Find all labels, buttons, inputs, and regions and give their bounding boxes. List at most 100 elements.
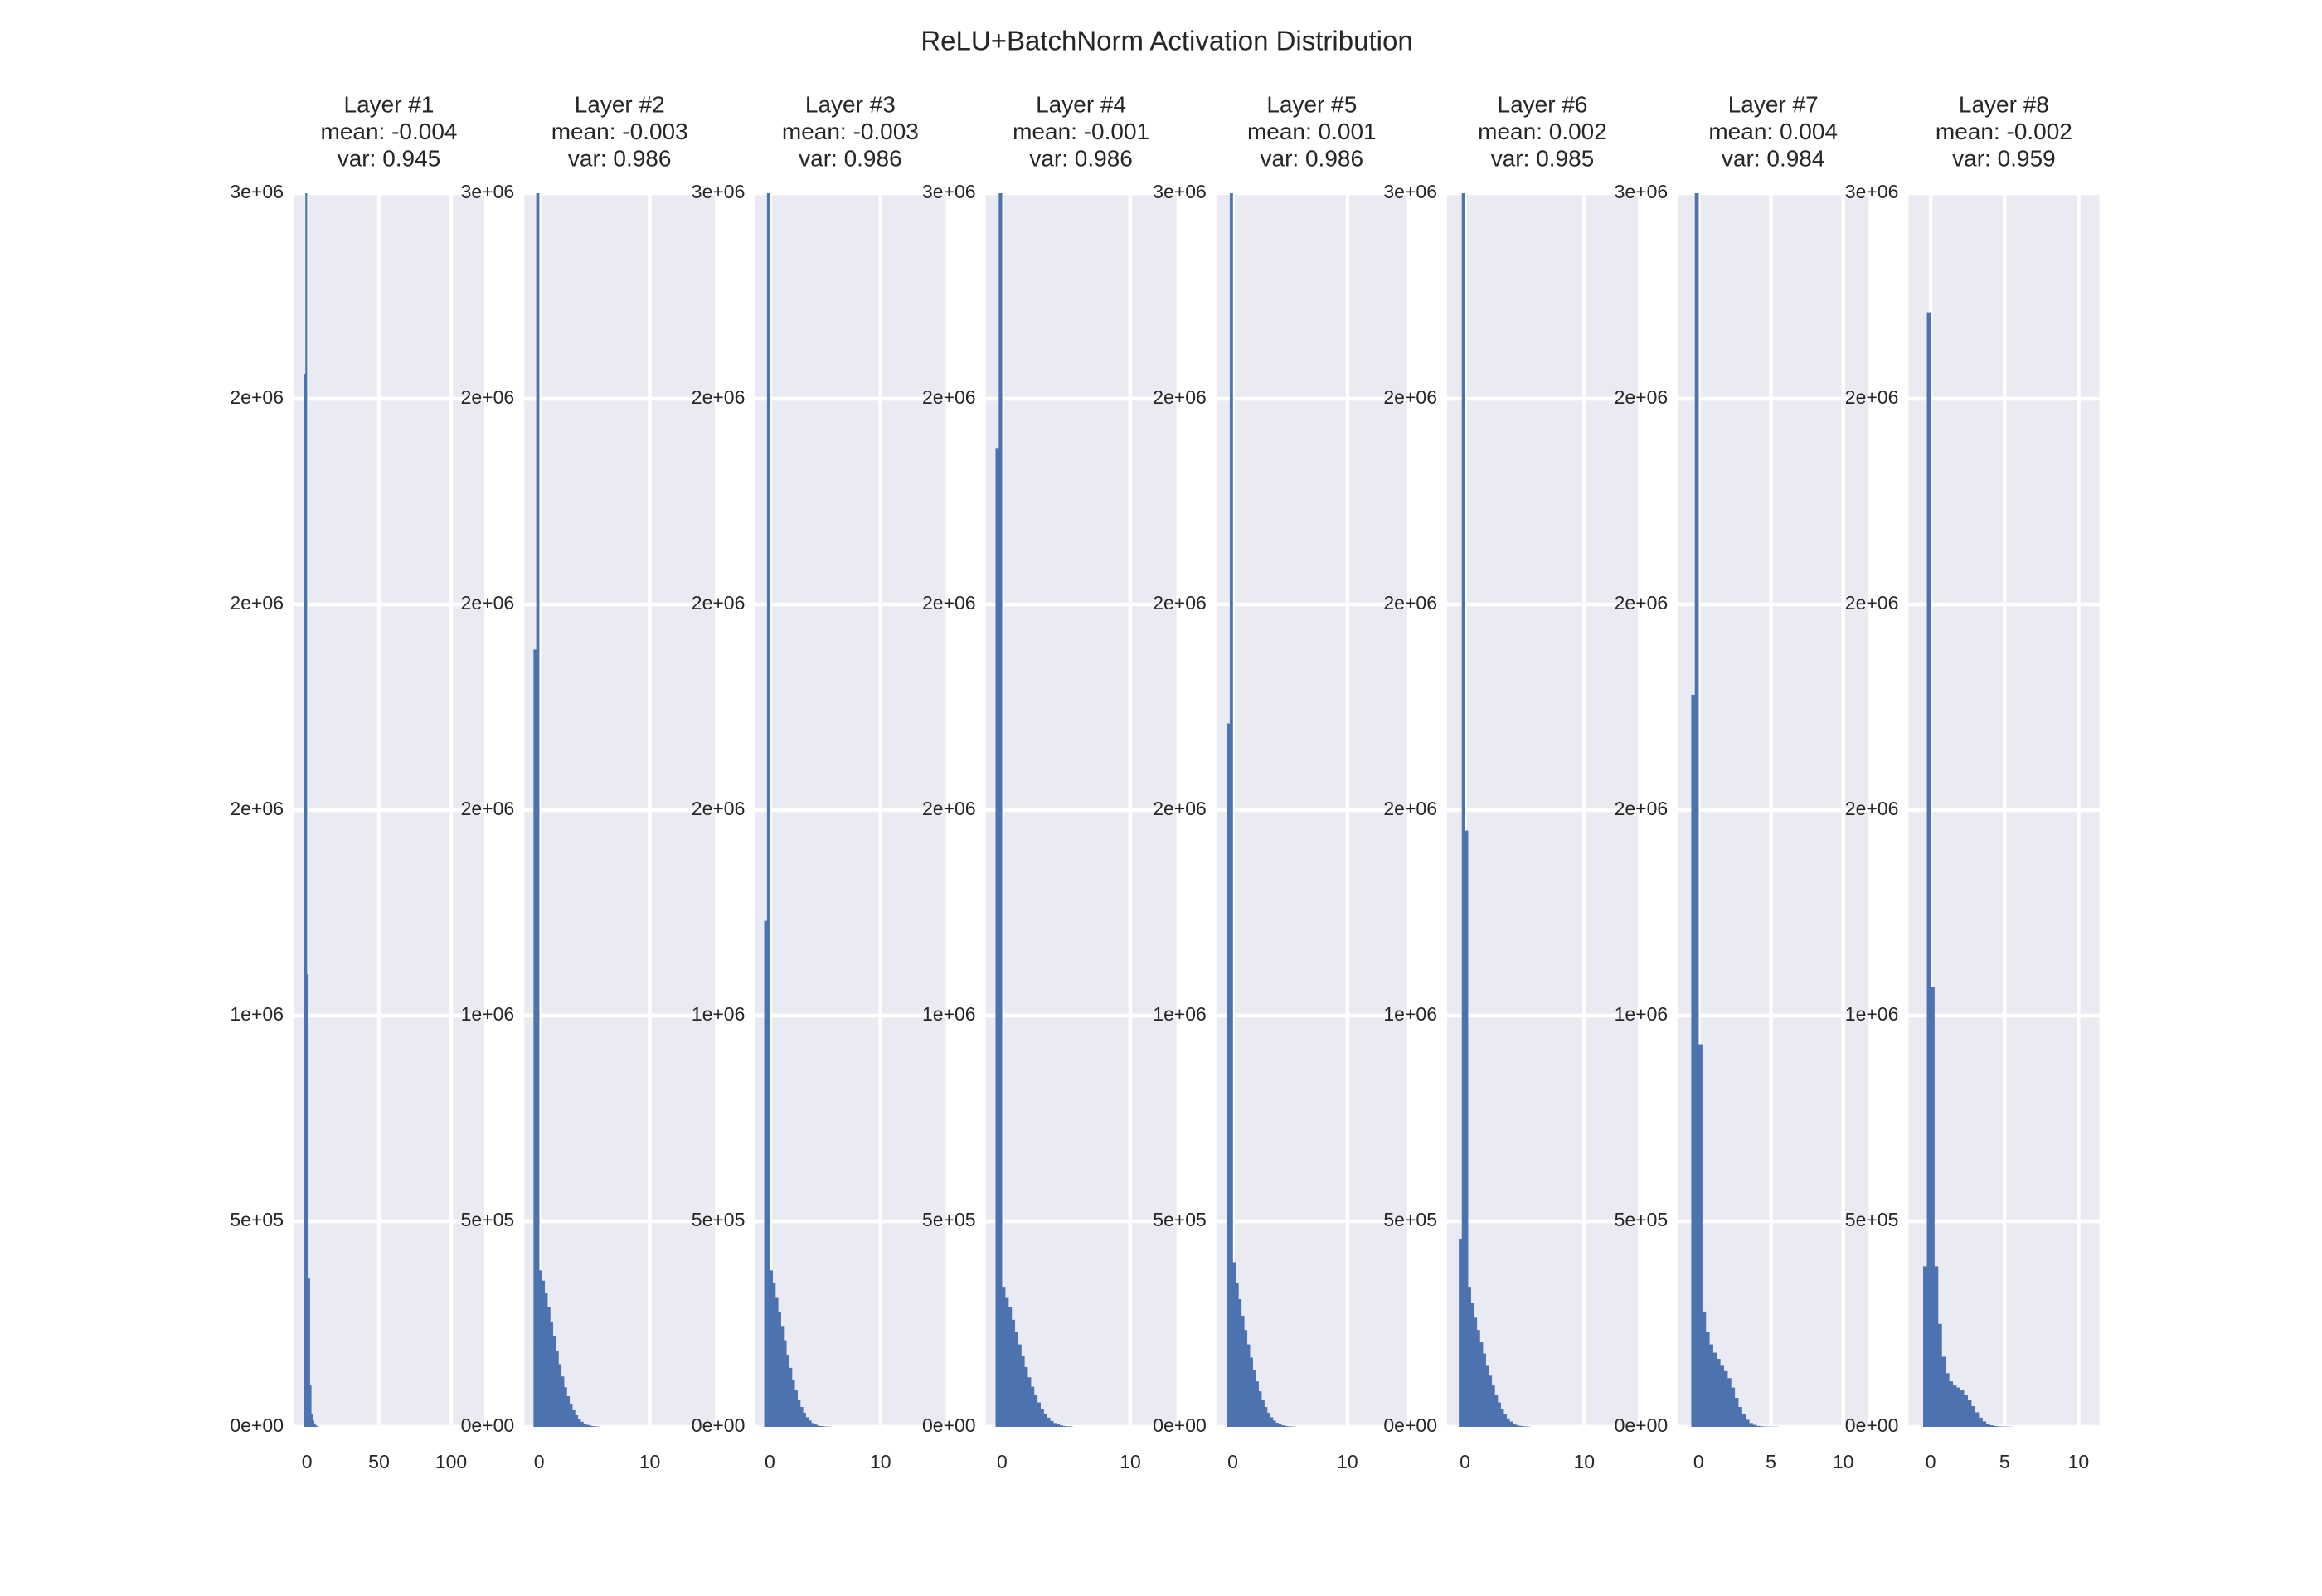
histogram-bar — [552, 1336, 556, 1427]
histogram-bar — [1461, 193, 1465, 1427]
y-tick-label: 1e+06 — [1383, 1003, 1437, 1025]
histogram-bar — [814, 1424, 818, 1427]
histogram-bar — [1734, 1398, 1739, 1427]
histogram-bar — [1923, 1266, 1927, 1427]
histogram-bar — [1752, 1424, 1757, 1427]
histogram-bar — [1008, 1307, 1013, 1427]
y-tick-label: 2e+06 — [1615, 386, 1669, 408]
histogram-bar — [1500, 1409, 1504, 1427]
y-tick-label: 3e+06 — [1153, 181, 1207, 202]
histogram-bar — [1727, 1378, 1732, 1427]
y-tick-label: 3e+06 — [1615, 181, 1669, 202]
histogram-bar — [799, 1406, 804, 1427]
histogram-bar — [589, 1425, 592, 1427]
histogram-bar — [536, 193, 540, 1427]
histogram-bar — [1229, 193, 1233, 1427]
histogram-bar — [1956, 1387, 1961, 1427]
x-tick-label: 10 — [1120, 1451, 1141, 1472]
histogram-bar — [575, 1414, 579, 1427]
x-tick-label: 0 — [1460, 1451, 1470, 1472]
histogram-bar — [1512, 1424, 1516, 1427]
histogram-bar — [1246, 1344, 1251, 1427]
histogram-bar — [805, 1417, 809, 1427]
histogram-bar — [1047, 1417, 1051, 1427]
histogram-bar — [789, 1367, 793, 1427]
subplot-title: var: 0.984 — [1722, 145, 1825, 171]
subplot-title: Layer #1 — [344, 91, 435, 117]
histogram-bar — [1235, 1283, 1239, 1427]
histogram-bar — [1515, 1424, 1519, 1427]
histogram-bar — [580, 1421, 584, 1427]
histogram-bar — [1716, 1358, 1721, 1427]
histogram-bar — [1062, 1425, 1066, 1427]
y-tick-label: 3e+06 — [1383, 181, 1437, 202]
histogram-bar — [1053, 1423, 1057, 1427]
histogram-bar — [1720, 1365, 1725, 1427]
x-tick-label: 0 — [1693, 1451, 1704, 1472]
histogram-bar — [1964, 1395, 1968, 1427]
histogram-bar — [1014, 1332, 1018, 1427]
histogram-bar — [304, 374, 306, 1427]
histogram-bar — [1970, 1405, 1975, 1427]
y-tick-label: 3e+06 — [922, 181, 976, 202]
x-tick-label: 0 — [765, 1451, 775, 1472]
histogram-bar — [1691, 694, 1696, 1427]
histogram-bar — [1745, 1419, 1750, 1427]
histogram-bar — [544, 1293, 548, 1427]
x-tick-label: 0 — [302, 1451, 313, 1472]
histogram-bar — [816, 1425, 820, 1427]
histogram-bar — [1742, 1414, 1746, 1427]
histogram-bar — [808, 1420, 812, 1427]
histogram-bar — [1926, 312, 1931, 1427]
y-tick-label: 0e+00 — [1615, 1414, 1669, 1436]
subplot-title: var: 0.959 — [1952, 145, 2056, 171]
subplot-title: var: 0.945 — [338, 145, 441, 171]
figure-title: ReLU+BatchNorm Activation Distribution — [921, 26, 1412, 56]
y-tick-label: 0e+00 — [461, 1414, 515, 1436]
subplot-title: var: 0.986 — [1029, 145, 1133, 171]
histogram-bar — [1731, 1387, 1736, 1427]
histogram-bar — [1941, 1356, 1946, 1427]
histogram-bar — [766, 193, 770, 1427]
x-tick-label: 50 — [368, 1451, 390, 1472]
y-tick-label: 5e+05 — [230, 1209, 284, 1230]
y-tick-label: 2e+06 — [461, 386, 515, 408]
histogram-bar — [1261, 1400, 1265, 1427]
histogram-bar — [542, 1280, 546, 1427]
histogram-bar — [1033, 1395, 1038, 1427]
y-tick-label: 5e+05 — [692, 1209, 746, 1230]
subplot-title: mean: 0.001 — [1247, 119, 1377, 144]
histogram-bar — [1934, 1266, 1939, 1427]
y-tick-label: 3e+06 — [692, 181, 746, 202]
histogram-bar — [1723, 1370, 1728, 1427]
histogram-bar — [764, 920, 768, 1427]
x-tick-label: 10 — [1574, 1451, 1596, 1472]
x-tick-label: 0 — [1227, 1451, 1238, 1472]
histogram-bar — [1738, 1406, 1742, 1427]
y-tick-label: 2e+06 — [461, 798, 515, 819]
histogram-bar — [1982, 1421, 1987, 1427]
y-tick-label: 2e+06 — [1845, 592, 1899, 614]
plot-area — [995, 193, 1073, 1427]
histogram-bar — [1002, 1287, 1006, 1427]
y-tick-label: 2e+06 — [1845, 386, 1899, 408]
histogram-bar — [1497, 1402, 1501, 1427]
histogram-bar — [1479, 1342, 1484, 1427]
histogram-bar — [772, 1283, 776, 1427]
histogram-bar — [791, 1380, 795, 1427]
plot-area — [1923, 312, 2013, 1427]
histogram-bar — [1050, 1420, 1054, 1427]
histogram-bar — [1059, 1425, 1064, 1427]
histogram-bar — [1985, 1424, 1990, 1427]
histogram-bar — [1037, 1402, 1041, 1427]
y-tick-label: 3e+06 — [1845, 181, 1899, 202]
y-tick-label: 0e+00 — [230, 1414, 284, 1436]
y-tick-label: 2e+06 — [1615, 798, 1669, 819]
histogram-bar — [1482, 1353, 1486, 1427]
plot-area — [1691, 193, 1779, 1427]
histogram-bar — [1024, 1366, 1028, 1427]
histogram-bar — [309, 1385, 312, 1427]
histogram-bar — [1272, 1420, 1276, 1427]
histogram-bar — [1975, 1412, 1980, 1427]
y-tick-label: 2e+06 — [922, 592, 976, 614]
